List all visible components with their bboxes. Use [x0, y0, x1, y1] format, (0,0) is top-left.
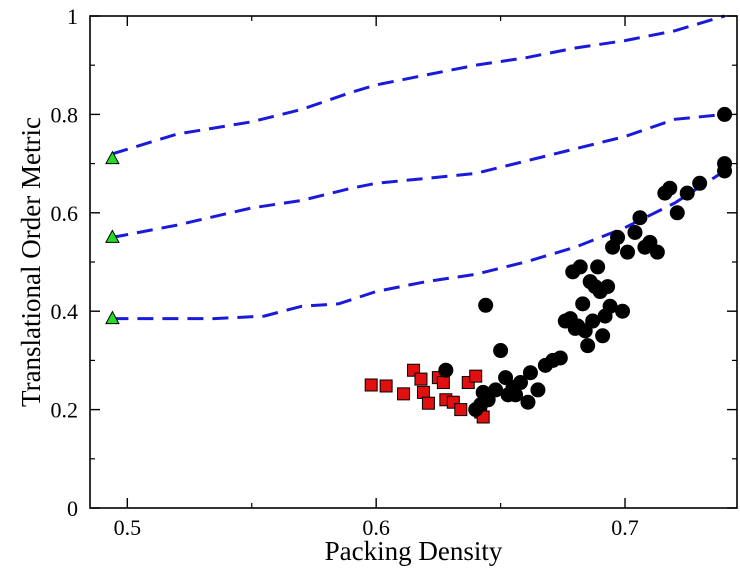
circle-marker: [627, 224, 643, 240]
y-tick-label: 0.2: [51, 398, 79, 423]
square-marker: [454, 403, 468, 417]
circle-marker: [493, 343, 509, 359]
y-tick-label: 0.4: [51, 299, 79, 324]
square-marker: [469, 369, 483, 383]
circle-marker: [520, 394, 536, 410]
circle-marker: [513, 375, 529, 391]
dashed-curve: [112, 169, 726, 321]
dashed-curve: [111, 14, 726, 156]
square-marker: [379, 379, 393, 393]
circle-marker: [615, 303, 631, 319]
circle-marker: [610, 229, 626, 245]
y-tick-label: 0.6: [51, 201, 79, 226]
triangle-marker: [105, 310, 120, 325]
x-axis-title: Packing Density: [325, 536, 503, 566]
circle-marker: [692, 175, 708, 191]
circle-marker: [679, 185, 695, 201]
circle-marker: [488, 382, 504, 398]
circle-marker: [575, 296, 591, 312]
triangle-marker: [105, 229, 120, 243]
y-tick-label: 0.8: [51, 102, 79, 127]
circle-marker: [590, 259, 606, 275]
square-marker: [421, 396, 435, 410]
square-marker: [364, 378, 378, 392]
circle-marker: [669, 205, 685, 221]
square-marker: [397, 387, 411, 401]
axis-ticks: 0.5 0.6 0.7 0 0.2 0.4 0.6 0.8 1: [51, 4, 737, 540]
square-marker: [436, 376, 450, 390]
circle-marker: [632, 210, 648, 226]
y-tick-label: 1: [67, 4, 78, 29]
circle-marker: [478, 297, 494, 313]
circle-marker: [649, 244, 665, 260]
y-tick-label: 0: [67, 496, 78, 521]
square-marker: [416, 385, 430, 399]
triangle-marker: [105, 150, 120, 165]
square-marker: [414, 372, 428, 386]
circle-marker: [620, 244, 636, 260]
circle-marker: [595, 328, 611, 344]
plot-frame: [89, 15, 738, 509]
x-tick-label: 0.6: [362, 515, 390, 540]
circle-marker: [662, 180, 678, 196]
x-tick-label: 0.5: [114, 515, 142, 540]
circle-marker: [530, 382, 546, 398]
plot-data: [105, 14, 733, 424]
circle-marker: [438, 362, 454, 378]
y-axis-title: Translational Order Metric: [16, 117, 46, 407]
circle-marker: [585, 313, 601, 329]
x-tick-label: 0.7: [611, 515, 639, 540]
circle-marker: [522, 365, 538, 381]
circle-marker: [552, 350, 568, 366]
circle-marker: [600, 279, 616, 295]
circle-marker: [717, 163, 733, 179]
circle-marker: [572, 259, 588, 275]
circle-marker: [602, 298, 618, 314]
circle-marker: [580, 338, 596, 354]
